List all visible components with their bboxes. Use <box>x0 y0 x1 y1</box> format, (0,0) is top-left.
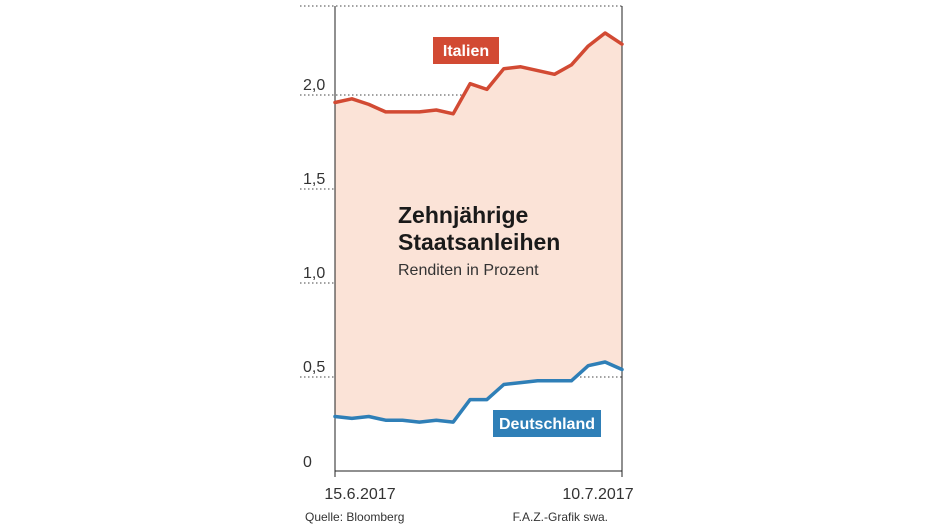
chart-title-line-1: Zehnjährige <box>398 202 528 228</box>
axes <box>334 6 623 477</box>
legend-text-deutschland: Deutschland <box>499 416 595 433</box>
x-tick-label-end: 10.7.2017 <box>562 486 633 503</box>
x-tick-label-start: 15.6.2017 <box>324 486 395 503</box>
chart-subtitle: Renditen in Prozent <box>398 262 539 279</box>
spread-fill-area <box>335 33 622 423</box>
legend-text-italien: Italien <box>443 43 489 60</box>
series-line-deutschland <box>333 360 624 424</box>
legend-box-deutschland <box>493 410 601 437</box>
legend-label-deutschland: Deutschland <box>493 410 601 437</box>
legend-box-italien <box>433 37 499 64</box>
series-line-italien <box>333 31 624 116</box>
legend-label-italien: Italien <box>433 37 499 64</box>
y-tick-label: 1,0 <box>303 265 325 282</box>
y-tick-label: 0,5 <box>303 359 325 376</box>
credit-note: F.A.Z.-Grafik swa. <box>512 510 608 524</box>
y-tick-labels: 0 0,5 1,0 1,5 2,0 <box>303 77 325 471</box>
y-tick-label: 1,5 <box>303 171 325 188</box>
y-tick-label: 2,0 <box>303 77 325 94</box>
chart-title-line-2: Staatsanleihen <box>398 229 560 255</box>
source-note: Quelle: Bloomberg <box>305 510 405 524</box>
series-lines <box>333 31 624 424</box>
y-tick-label: 0 <box>303 454 312 471</box>
